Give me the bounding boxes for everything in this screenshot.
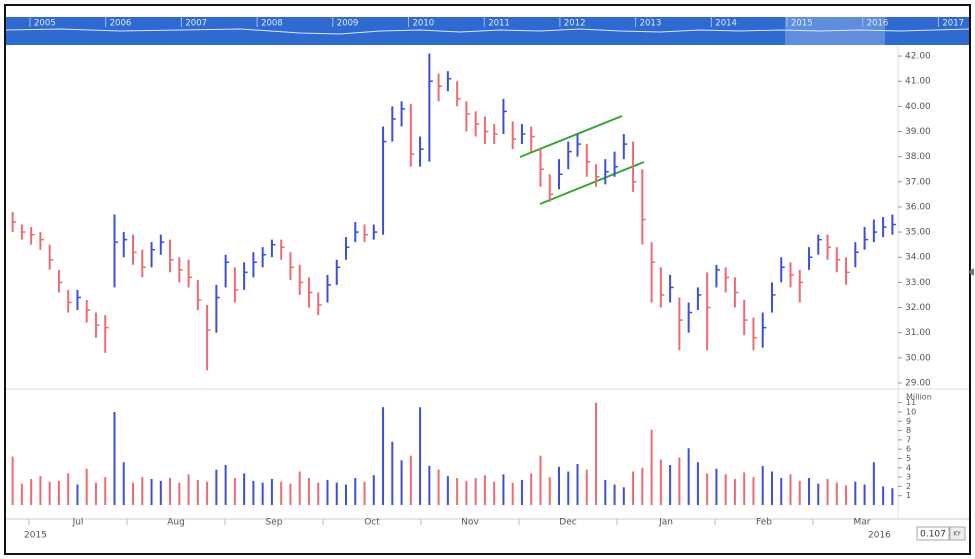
y-tick-label: 40.00	[905, 102, 931, 112]
navigator-line	[5, 28, 970, 35]
navigator-year: 2016	[867, 19, 889, 29]
x-tick-label: Aug	[167, 518, 185, 528]
navigator-year: 2009	[337, 19, 359, 29]
navigator-year: 2010	[413, 19, 435, 29]
volume-tick-label: 6	[906, 445, 911, 454]
readout-button-label[interactable]: KY	[953, 531, 961, 538]
x-tick-label: Sep	[266, 518, 283, 528]
channel-lower	[539, 161, 645, 205]
volume-tick-label: 2	[906, 482, 911, 491]
navigator-year: 2007	[185, 19, 207, 29]
x-tick-label: Feb	[756, 518, 772, 528]
y-tick-label: 41.00	[905, 77, 931, 87]
volume-tick-label: 8	[906, 426, 911, 435]
y-tick-label: 36.00	[905, 202, 931, 212]
channel-upper	[519, 115, 623, 158]
volume-tick-label: 7	[906, 435, 911, 444]
navigator-year: 2008	[261, 19, 283, 29]
y-tick-label: 37.00	[905, 177, 931, 187]
navigator-year: 2017	[942, 19, 964, 29]
y-tick-label: 35.00	[905, 228, 931, 238]
navigator: 2005 2006 2007 2008 2009 2010 2011 2012 2013 2014…	[5, 17, 970, 45]
navigator-year: 2011	[488, 19, 510, 29]
volume-tick-label: 10	[906, 407, 916, 416]
y-tick-label: 33.00	[905, 278, 931, 288]
readout-box	[916, 526, 950, 541]
navigator-year: 2014	[715, 19, 737, 29]
y-tick-label: 29.00	[905, 378, 931, 388]
volume-tick-label: 11	[906, 398, 916, 407]
y-tick-label: 30.00	[905, 353, 931, 363]
x-tick-label: Oct	[364, 518, 380, 528]
y-tick-label: 31.00	[905, 328, 931, 338]
navigator-year: 2006	[110, 19, 132, 29]
volume-tick-label: 9	[906, 417, 911, 426]
x-tick-label: Dec	[559, 518, 576, 528]
navigator-year: 2015	[791, 19, 813, 29]
volume-tick-label: 5	[906, 454, 911, 463]
x-tick-label: Nov	[461, 518, 479, 528]
readout-button[interactable]	[949, 526, 966, 541]
navigator-year: 2005	[34, 19, 56, 29]
x-tick-label: Jan	[658, 518, 673, 528]
frame	[4, 4, 971, 555]
y-tick-label: 39.00	[905, 127, 931, 137]
volume-axis-label: Million	[906, 393, 932, 402]
y-tick-label: 34.00	[905, 253, 931, 263]
side-handle[interactable]	[968, 268, 974, 276]
year-label: 2016	[868, 531, 891, 541]
navigator-year: 2012	[564, 19, 586, 29]
y-tick-label: 32.00	[905, 303, 931, 313]
volume-tick-label: 3	[906, 473, 911, 482]
volume-tick-label: 4	[906, 463, 911, 472]
volume-tick-label: 1	[906, 491, 911, 500]
year-label: 2015	[24, 531, 47, 541]
navigator-year: 2013	[640, 19, 662, 29]
y-tick-label: 38.00	[905, 152, 931, 162]
y-tick-label: 42.00	[905, 52, 931, 62]
x-tick-label: Mar	[854, 518, 871, 528]
readout: 0.107	[920, 530, 946, 540]
x-tick-label: Jul	[72, 518, 84, 528]
